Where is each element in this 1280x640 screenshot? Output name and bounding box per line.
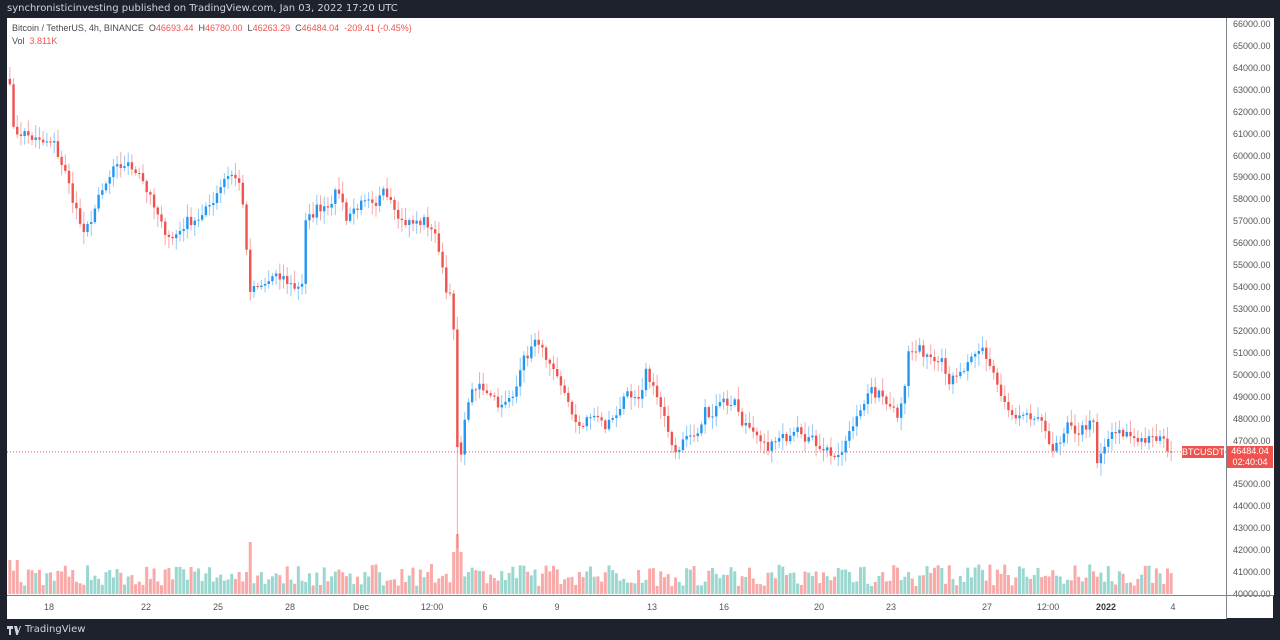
price-tick-label: 62000.00 — [1233, 106, 1271, 117]
footer-branding: TradingView — [7, 622, 85, 638]
price-tick-label: 66000.00 — [1233, 19, 1271, 29]
price-tick-label: 48000.00 — [1233, 413, 1271, 424]
time-tick-label: 18 — [43, 602, 55, 612]
price-tick-label: 43000.00 — [1233, 523, 1271, 534]
tradingview-logo-icon — [7, 625, 21, 635]
legend-volume-row: Vol 3.811K — [12, 36, 58, 46]
symbol-description: Bitcoin / TetherUS, 4h, BINANCE — [12, 23, 144, 33]
open-value: 46693.44 — [155, 23, 194, 33]
price-tick-label: 56000.00 — [1233, 238, 1271, 249]
time-tick-label: 27 — [981, 602, 993, 612]
price-tick-label: 47000.00 — [1233, 435, 1271, 446]
price-tick-label: 41000.00 — [1233, 567, 1271, 578]
price-tick-label: 53000.00 — [1233, 304, 1271, 314]
time-tick-label: 9 — [554, 602, 560, 612]
publisher-header: synchronisticinvesting published on Trad… — [0, 0, 1280, 18]
price-tick-label: 42000.00 — [1233, 545, 1271, 556]
price-tick-label: 59000.00 — [1233, 172, 1271, 183]
time-tick-label: 13 — [646, 602, 658, 612]
low-value: 46263.29 — [252, 23, 291, 33]
candlestick-chart — [7, 66, 1226, 594]
time-tick-label: 12:00 — [1036, 602, 1060, 612]
time-tick-label: 6 — [482, 602, 488, 612]
last-price-tag: 46484.04 02:40:04 — [1227, 445, 1273, 468]
price-tick-label: 40000.00 — [1233, 589, 1271, 599]
price-tick-label: 63000.00 — [1233, 84, 1271, 95]
brand-name: TradingView — [25, 624, 86, 635]
close-value: 46484.04 — [301, 23, 340, 33]
price-tick-label: 45000.00 — [1233, 479, 1271, 490]
price-tick-label: 61000.00 — [1233, 128, 1271, 139]
high-value: 46780.00 — [204, 23, 243, 33]
time-tick-label: 2022 — [1095, 602, 1117, 612]
price-tick-label: 64000.00 — [1233, 62, 1271, 73]
price-tick-label: 49000.00 — [1233, 391, 1271, 402]
price-tick-label: 55000.00 — [1233, 260, 1271, 271]
change-value: -209.41 (-0.45%) — [344, 23, 412, 33]
price-tick-label: 44000.00 — [1233, 501, 1271, 512]
time-tick-label: 23 — [885, 602, 897, 612]
price-tick-label: 60000.00 — [1233, 150, 1271, 161]
price-tick-label: 54000.00 — [1233, 282, 1271, 293]
chart-plot-area[interactable]: Bitcoin / TetherUS, 4h, BINANCE O46693.4… — [7, 18, 1226, 595]
price-tick-label: 52000.00 — [1233, 325, 1271, 336]
time-tick-label: Dec — [352, 602, 370, 612]
time-tick-label: 20 — [813, 602, 825, 612]
price-tick-label: 50000.00 — [1233, 369, 1271, 380]
volume-value: 3.811K — [29, 36, 58, 46]
price-axis[interactable]: 66000.00 65000.00 64000.00 63000.00 62000.00… — [1226, 18, 1274, 599]
time-tick-label: 25 — [212, 602, 224, 612]
time-tick-label: 12:00 — [420, 602, 444, 612]
legend-ohlc-row: Bitcoin / TetherUS, 4h, BINANCE O46693.4… — [12, 23, 412, 33]
price-tick-label: 65000.00 — [1233, 40, 1271, 51]
axis-corner — [1226, 595, 1274, 619]
price-tick-label: 51000.00 — [1233, 347, 1271, 358]
price-tick-label: 58000.00 — [1233, 194, 1271, 205]
last-price: 46484.04 — [1231, 445, 1269, 456]
time-tick-label: 16 — [718, 602, 730, 612]
time-axis[interactable]: 18 22 25 28 Dec 12:00 6 9 13 16 20 23 27 12:00 2022 4 — [7, 595, 1226, 619]
bar-countdown: 02:40:04 — [1232, 456, 1268, 467]
time-tick-label: 4 — [1170, 602, 1176, 612]
chart-legend: Bitcoin / TetherUS, 4h, BINANCE O46693.4… — [12, 22, 412, 48]
price-tick-label: 57000.00 — [1233, 216, 1271, 227]
time-tick-label: 22 — [140, 602, 152, 612]
time-tick-label: 28 — [284, 602, 296, 612]
symbol-price-tag: BTCUSDT — [1182, 445, 1225, 458]
chart-frame: Bitcoin / TetherUS, 4h, BINANCE O46693.4… — [7, 18, 1274, 619]
